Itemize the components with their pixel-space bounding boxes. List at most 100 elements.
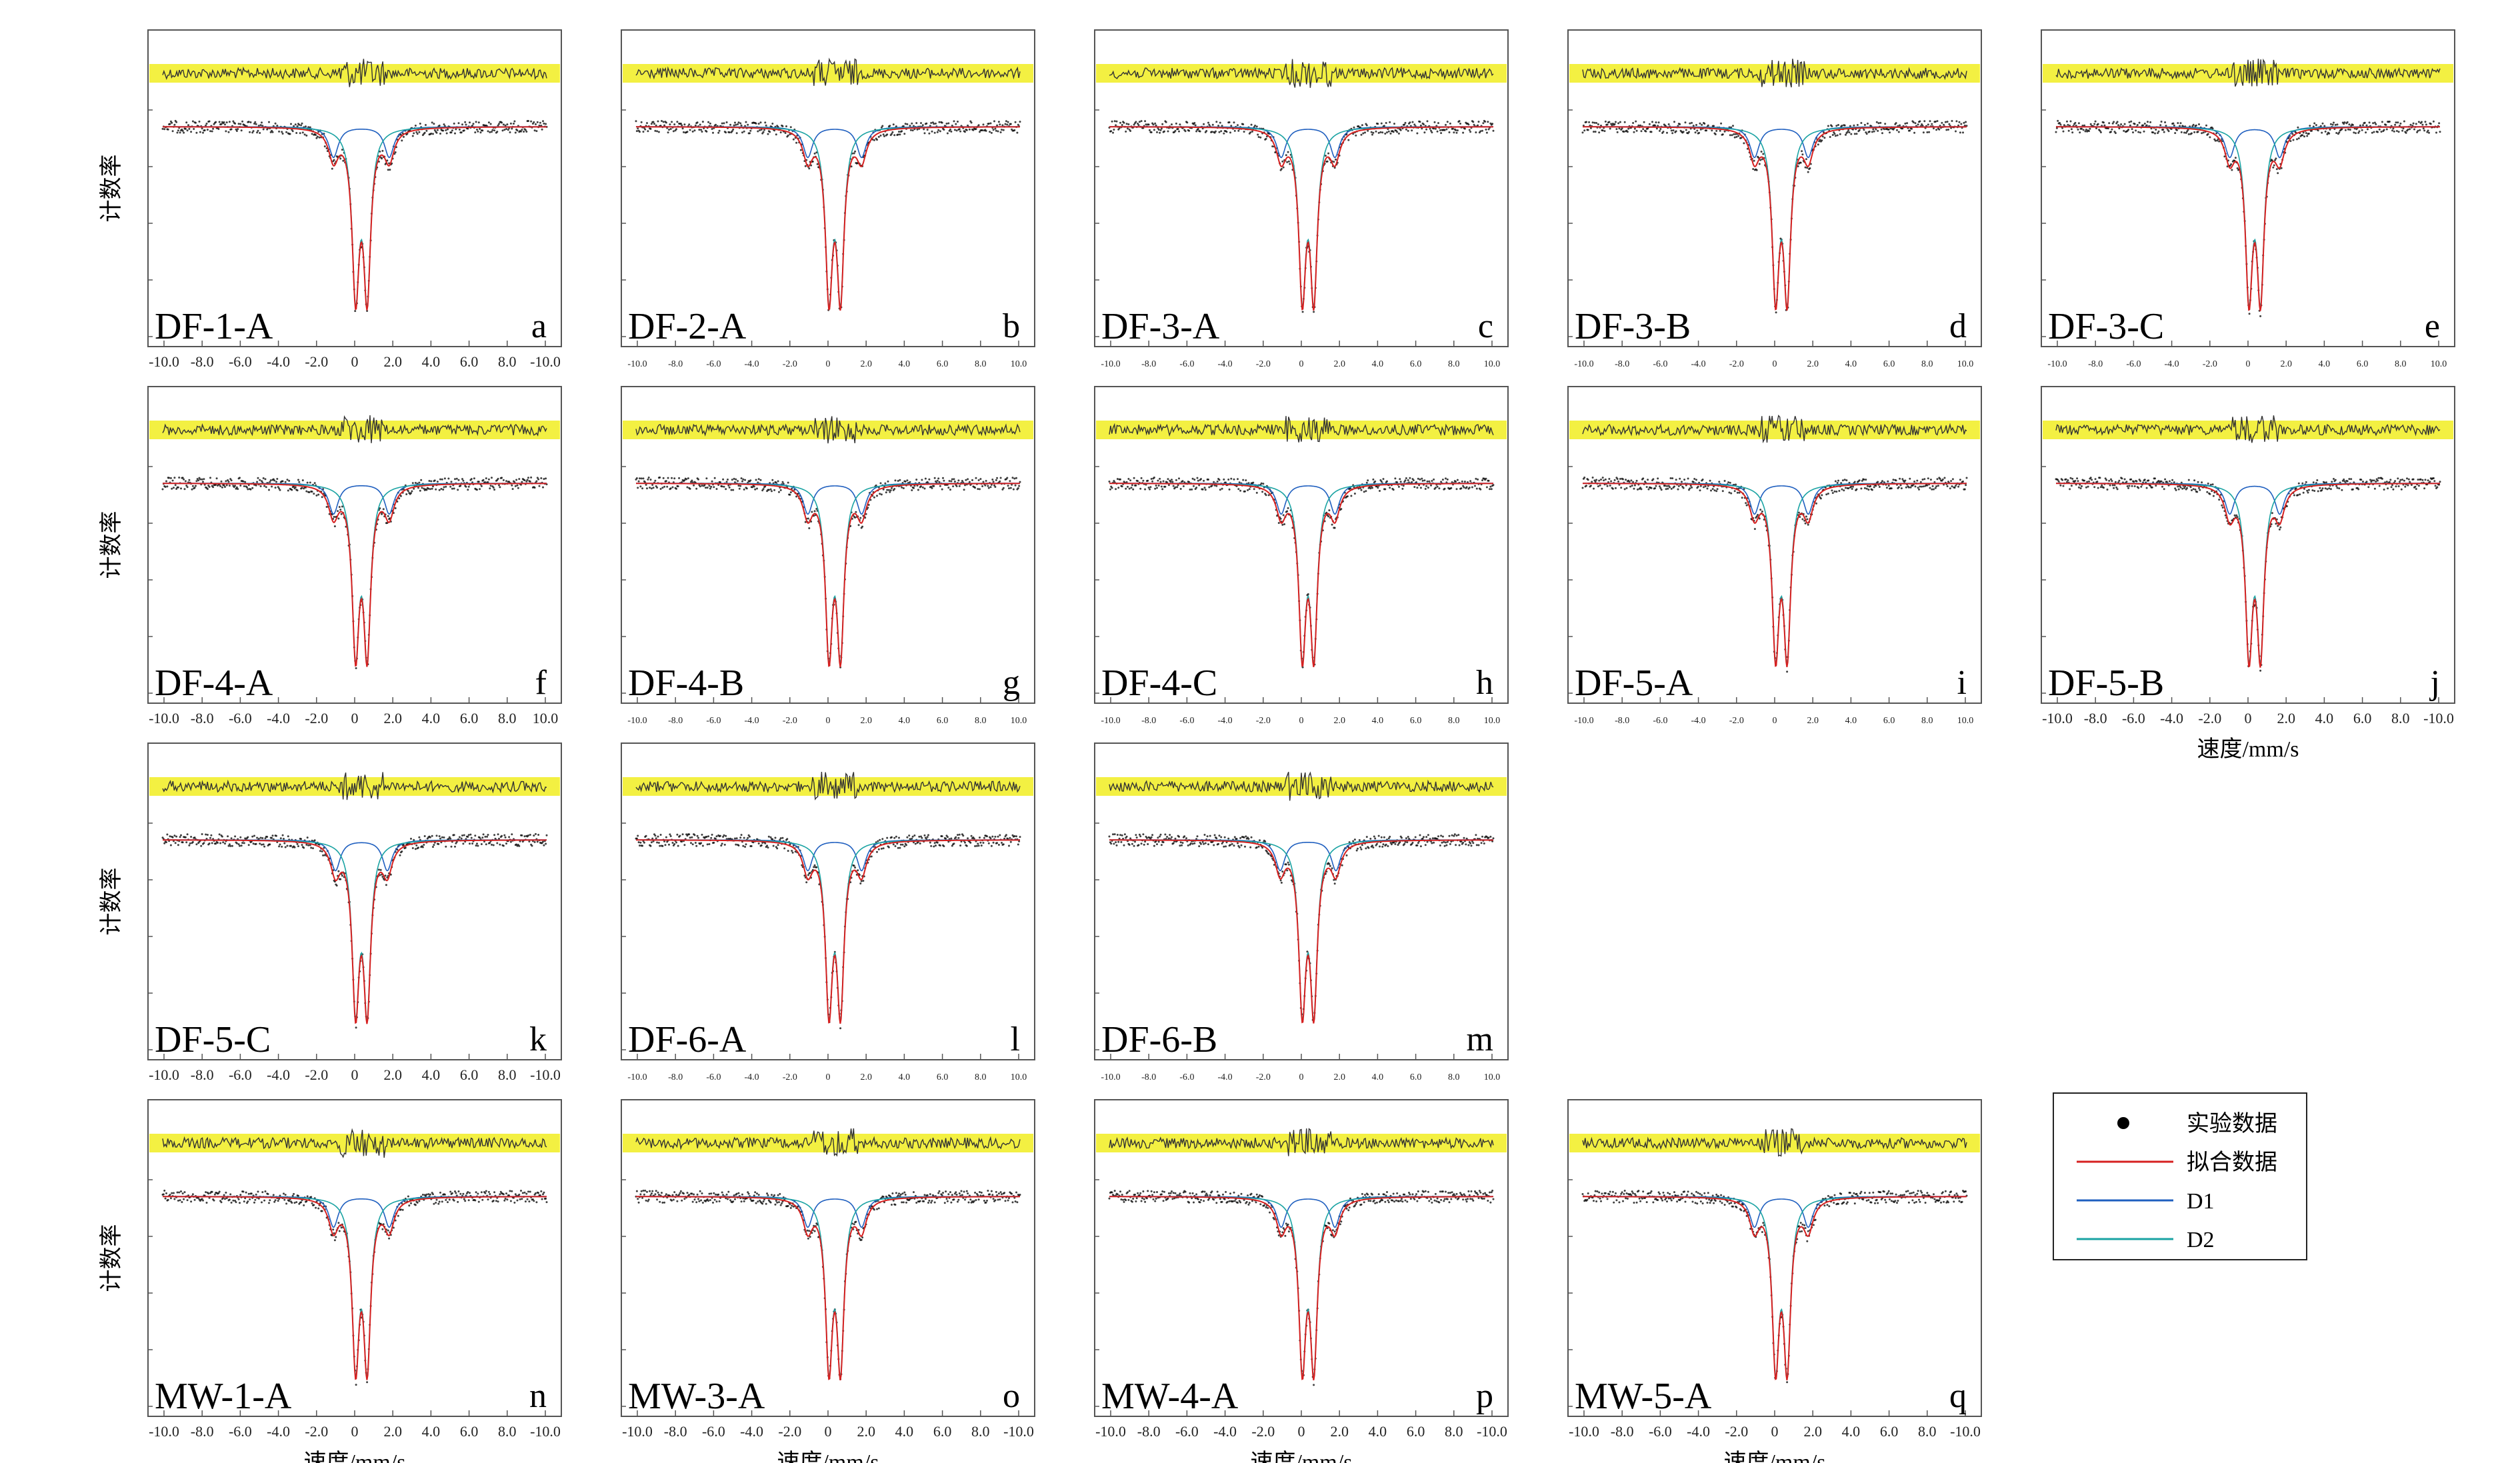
experimental-point [1713, 489, 1716, 492]
experimental-point [1727, 481, 1730, 484]
experimental-point [939, 130, 941, 133]
experimental-point [1262, 483, 1265, 485]
experimental-point [2381, 121, 2383, 123]
experimental-point [1689, 122, 1691, 125]
experimental-point [1229, 131, 1231, 134]
experimental-point [2117, 124, 2119, 127]
panel-e: -10.0 -8.0 -6.0 -4.0 -2.0 0 2.0 4.0 6.0 8.0 10.0DF… [2041, 29, 2455, 369]
experimental-point [2405, 131, 2407, 134]
experimental-point [269, 131, 272, 133]
experimental-point [366, 310, 369, 312]
experimental-point [1419, 121, 1421, 123]
experimental-point [1959, 131, 1961, 134]
experimental-point [740, 124, 743, 127]
experimental-point [300, 838, 303, 840]
experimental-point [442, 129, 445, 132]
experimental-point [1138, 121, 1141, 123]
experimental-point [506, 123, 509, 126]
x-tick-label: 2.0 [1807, 716, 1819, 726]
experimental-point [1597, 485, 1599, 488]
experimental-point [492, 844, 495, 846]
experimental-point [1846, 131, 1849, 133]
experimental-point [1807, 171, 1809, 173]
experimental-point [1599, 484, 1601, 487]
experimental-point [435, 488, 437, 491]
experimental-point [2325, 481, 2327, 484]
experimental-point [926, 129, 929, 131]
experimental-point [2358, 130, 2361, 133]
experimental-point [252, 130, 255, 133]
experimental-point [787, 134, 789, 137]
experimental-point [223, 121, 225, 123]
experimental-point [2165, 125, 2167, 127]
experimental-point [427, 487, 430, 490]
experimental-point [2059, 484, 2062, 487]
experimental-point [2279, 526, 2282, 529]
experimental-point [2397, 131, 2400, 133]
experimental-point [394, 151, 397, 153]
experimental-point [2152, 131, 2155, 134]
experimental-point [1465, 486, 1468, 489]
experimental-point [355, 667, 357, 669]
experimental-point [881, 125, 884, 127]
experimental-point [2135, 129, 2137, 132]
x-tick-label: 0 [2246, 359, 2251, 369]
experimental-point [2385, 123, 2387, 126]
experimental-point [2434, 485, 2437, 487]
experimental-point [1758, 163, 1761, 165]
experimental-point [461, 478, 463, 481]
panel-d: -10.0 -8.0 -6.0 -4.0 -2.0 0 2.0 4.0 6.0 8.0 10.0DF… [1567, 29, 1982, 369]
experimental-point [496, 131, 499, 133]
x-tick-label: 6.0 [1883, 359, 1895, 369]
experimental-point [2401, 129, 2404, 132]
experimental-point [2103, 121, 2105, 124]
experimental-point [2194, 489, 2197, 491]
experimental-point [256, 131, 259, 134]
experimental-point [2094, 478, 2097, 481]
experimental-point [477, 844, 479, 847]
experimental-point [2179, 486, 2182, 489]
experimental-point [1472, 121, 1475, 123]
experimental-point [530, 476, 533, 479]
experimental-point [199, 131, 201, 133]
experimental-point [2373, 131, 2375, 133]
experimental-point [2143, 479, 2146, 481]
experimental-point [1642, 128, 1645, 131]
experimental-point [2422, 127, 2425, 130]
experimental-point [2432, 477, 2435, 479]
experimental-point [2273, 164, 2275, 167]
experimental-point [1392, 489, 1395, 491]
experimental-point [1951, 120, 1953, 122]
experimental-point [2367, 486, 2370, 489]
experimental-point [538, 485, 541, 487]
experimental-point [1659, 129, 1661, 132]
x-tick-label: -4.0 [1218, 359, 1233, 369]
experimental-point [307, 126, 310, 129]
experimental-point [1455, 488, 1458, 491]
experimental-point [999, 131, 1002, 133]
experimental-point [501, 129, 504, 132]
experimental-point [1461, 480, 1463, 483]
experimental-point [1604, 120, 1607, 123]
experimental-point [1331, 523, 1333, 526]
experimental-point [1417, 477, 1419, 480]
experimental-point [2176, 129, 2178, 131]
sample-name: DF-5-A [1575, 663, 1693, 704]
experimental-point [2221, 504, 2223, 507]
experimental-point [539, 121, 541, 124]
experimental-point [1666, 131, 1668, 134]
experimental-point [2155, 485, 2157, 487]
experimental-point [2081, 485, 2083, 487]
experimental-point [808, 167, 811, 170]
experimental-point [1635, 129, 1638, 132]
experimental-point [1154, 122, 1157, 125]
experimental-point [498, 123, 500, 125]
experimental-point [1228, 121, 1231, 123]
experimental-point [399, 854, 401, 856]
experimental-point [737, 480, 739, 483]
experimental-point [1959, 479, 1961, 481]
x-tick-label: 6.0 [460, 710, 479, 727]
experimental-point [2121, 477, 2123, 480]
experimental-point [480, 485, 483, 487]
experimental-point [1836, 134, 1839, 137]
